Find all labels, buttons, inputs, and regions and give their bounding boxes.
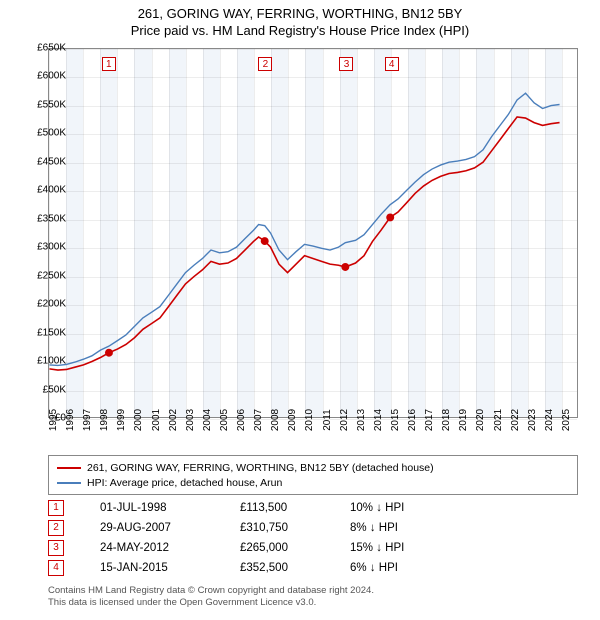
footer-line2: This data is licensed under the Open Gov… (48, 597, 374, 609)
x-tick-label: 1996 (65, 405, 76, 435)
tx-marker: 4 (48, 560, 64, 576)
tx-pct: 8% ↓ HPI (350, 522, 450, 534)
sale-marker-1: 1 (102, 57, 116, 71)
table-row: 2 29-AUG-2007 £310,750 8% ↓ HPI (48, 518, 578, 538)
table-row: 1 01-JUL-1998 £113,500 10% ↓ HPI (48, 498, 578, 518)
legend-row-hpi: HPI: Average price, detached house, Arun (57, 475, 569, 490)
sale-dot-3 (341, 263, 349, 271)
x-tick-label: 2001 (151, 405, 162, 435)
legend-label-property: 261, GORING WAY, FERRING, WORTHING, BN12… (87, 462, 434, 474)
tx-date: 29-AUG-2007 (74, 522, 230, 534)
sale-marker-4: 4 (385, 57, 399, 71)
title-address: 261, GORING WAY, FERRING, WORTHING, BN12… (0, 6, 600, 23)
legend-row-property: 261, GORING WAY, FERRING, WORTHING, BN12… (57, 460, 569, 475)
footer-line1: Contains HM Land Registry data © Crown c… (48, 585, 374, 597)
x-tick-label: 2024 (544, 405, 555, 435)
tx-price: £265,000 (240, 542, 340, 554)
tx-marker: 1 (48, 500, 64, 516)
sale-dot-4 (386, 213, 394, 221)
transactions-table: 1 01-JUL-1998 £113,500 10% ↓ HPI 2 29-AUG-200… (48, 498, 578, 578)
x-tick-label: 2022 (510, 405, 521, 435)
tx-date: 01-JUL-1998 (74, 502, 230, 514)
y-tick-label: £0 (16, 413, 66, 424)
x-tick-label: 2019 (458, 405, 469, 435)
table-row: 3 24-MAY-2012 £265,000 15% ↓ HPI (48, 538, 578, 558)
chart-svg (49, 49, 577, 417)
tx-date: 24-MAY-2012 (74, 542, 230, 554)
y-tick-label: £350K (16, 213, 66, 224)
y-tick-label: £200K (16, 299, 66, 310)
y-tick-label: £450K (16, 156, 66, 167)
series-property (49, 117, 559, 370)
tx-pct: 10% ↓ HPI (350, 502, 450, 514)
y-tick-label: £400K (16, 185, 66, 196)
x-tick-label: 2016 (407, 405, 418, 435)
y-tick-label: £550K (16, 99, 66, 110)
x-tick-label: 2023 (527, 405, 538, 435)
tx-marker: 3 (48, 540, 64, 556)
x-tick-label: 2010 (304, 405, 315, 435)
sale-dot-2 (261, 237, 269, 245)
x-tick-label: 2002 (168, 405, 179, 435)
x-tick-label: 2005 (219, 405, 230, 435)
sale-marker-2: 2 (258, 57, 272, 71)
x-tick-label: 1997 (82, 405, 93, 435)
x-tick-label: 2008 (270, 405, 281, 435)
legend-swatch-property (57, 467, 81, 469)
x-tick-label: 2020 (475, 405, 486, 435)
x-tick-label: 2011 (322, 405, 333, 435)
x-tick-label: 2012 (339, 405, 350, 435)
x-tick-label: 2025 (561, 405, 572, 435)
page-container: 261, GORING WAY, FERRING, WORTHING, BN12… (0, 0, 600, 620)
tx-pct: 6% ↓ HPI (350, 562, 450, 574)
x-tick-label: 2000 (133, 405, 144, 435)
tx-marker: 2 (48, 520, 64, 536)
series-hpi (49, 93, 559, 365)
y-tick-label: £300K (16, 242, 66, 253)
x-tick-label: 2021 (493, 405, 504, 435)
sale-dot-1 (105, 349, 113, 357)
x-tick-label: 2009 (287, 405, 298, 435)
tx-price: £113,500 (240, 502, 340, 514)
x-tick-label: 2014 (373, 405, 384, 435)
y-tick-label: £650K (16, 43, 66, 54)
y-tick-label: £600K (16, 71, 66, 82)
x-tick-label: 2017 (424, 405, 435, 435)
sale-marker-3: 3 (339, 57, 353, 71)
footer: Contains HM Land Registry data © Crown c… (48, 585, 374, 610)
y-tick-label: £150K (16, 327, 66, 338)
x-tick-label: 2013 (356, 405, 367, 435)
legend-label-hpi: HPI: Average price, detached house, Arun (87, 477, 282, 489)
tx-price: £352,500 (240, 562, 340, 574)
legend-swatch-hpi (57, 482, 81, 484)
x-tick-label: 2007 (253, 405, 264, 435)
y-tick-label: £100K (16, 356, 66, 367)
y-tick-label: £250K (16, 270, 66, 281)
x-tick-label: 2015 (390, 405, 401, 435)
title-block: 261, GORING WAY, FERRING, WORTHING, BN12… (0, 0, 600, 40)
x-tick-label: 2004 (202, 405, 213, 435)
x-tick-label: 1998 (99, 405, 110, 435)
x-tick-label: 1999 (116, 405, 127, 435)
chart-area: 1 2 3 4 (48, 48, 578, 418)
title-subtitle: Price paid vs. HM Land Registry's House … (0, 23, 600, 40)
x-tick-label: 2003 (185, 405, 196, 435)
tx-pct: 15% ↓ HPI (350, 542, 450, 554)
y-tick-label: £500K (16, 128, 66, 139)
x-tick-label: 2006 (236, 405, 247, 435)
tx-date: 15-JAN-2015 (74, 562, 230, 574)
table-row: 4 15-JAN-2015 £352,500 6% ↓ HPI (48, 558, 578, 578)
x-tick-label: 2018 (441, 405, 452, 435)
legend: 261, GORING WAY, FERRING, WORTHING, BN12… (48, 455, 578, 495)
y-tick-label: £50K (16, 384, 66, 395)
tx-price: £310,750 (240, 522, 340, 534)
